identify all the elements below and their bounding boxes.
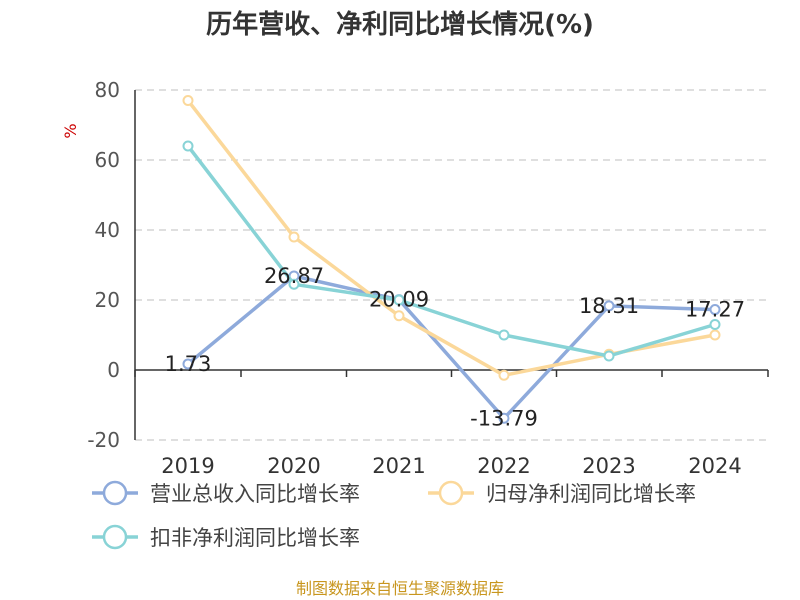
data-point-2 (182, 95, 194, 106)
y-tick-label: 40 (95, 218, 120, 242)
data-label: 1.73 (165, 352, 212, 376)
data-point-1 (498, 412, 510, 424)
data-point-2 (709, 329, 721, 341)
data-point-1 (182, 358, 194, 370)
legend-marker-icon (438, 480, 464, 506)
data-point-3 (288, 278, 300, 290)
series-line-1 (186, 274, 717, 421)
x-tick-label: 2022 (477, 454, 530, 478)
legend-label: 营业总收入同比增长率 (150, 482, 360, 506)
data-label: 20.09 (369, 288, 429, 312)
y-tick-label: 20 (95, 288, 120, 312)
data-point-2 (498, 369, 510, 381)
data-point-1 (603, 300, 615, 312)
data-label: 26.87 (264, 264, 324, 288)
legend-item-2[interactable]: 归母净利润同比增长率 (428, 480, 696, 506)
legend-label: 归母净利润同比增长率 (486, 482, 696, 506)
data-point-3 (603, 350, 615, 362)
series-line-2 (186, 98, 717, 378)
data-label: 18.31 (579, 294, 639, 318)
data-labels: 1.73 26.87 20.09 -13.79 18.31 17.27 (165, 264, 745, 430)
x-tick-label: 2020 (267, 454, 320, 478)
x-tick-label: 2023 (582, 454, 635, 478)
series-lines (182, 95, 721, 424)
chart-title: 历年营收、净利同比增长情况(%) (206, 9, 594, 40)
axes: 80 60 40 20 0 -20 2019 2020 2021 2022 2023 2024 (87, 78, 769, 478)
data-point-1 (709, 304, 721, 316)
data-point-3 (182, 140, 194, 152)
y-tick-label: 80 (95, 78, 120, 102)
data-label: 17.27 (685, 298, 745, 322)
data-label: -13.79 (470, 406, 538, 430)
grid-lines (135, 89, 768, 441)
data-source-note: 制图数据来自恒生聚源数据库 (296, 579, 504, 598)
data-point-3 (709, 319, 721, 330)
data-point-3 (393, 294, 405, 306)
x-tick-label: 2021 (372, 454, 425, 478)
legend-marker-icon (102, 524, 128, 550)
y-axis-unit: % (61, 123, 80, 138)
legend-item-1[interactable]: 营业总收入同比增长率 (92, 480, 360, 506)
data-point-2 (393, 310, 405, 322)
legend-marker-icon (102, 480, 128, 506)
x-tick-label: 2019 (161, 454, 214, 478)
data-point-2 (288, 231, 300, 243)
data-point-3 (498, 329, 510, 341)
y-tick-label: 0 (107, 358, 120, 382)
legend-label: 扣非净利润同比增长率 (150, 526, 360, 550)
series-line-3 (186, 144, 717, 358)
x-tick-label: 2024 (688, 454, 741, 478)
legend-item-3[interactable]: 扣非净利润同比增长率 (92, 524, 360, 550)
y-tick-label: -20 (87, 428, 120, 452)
y-tick-label: 60 (95, 148, 120, 172)
